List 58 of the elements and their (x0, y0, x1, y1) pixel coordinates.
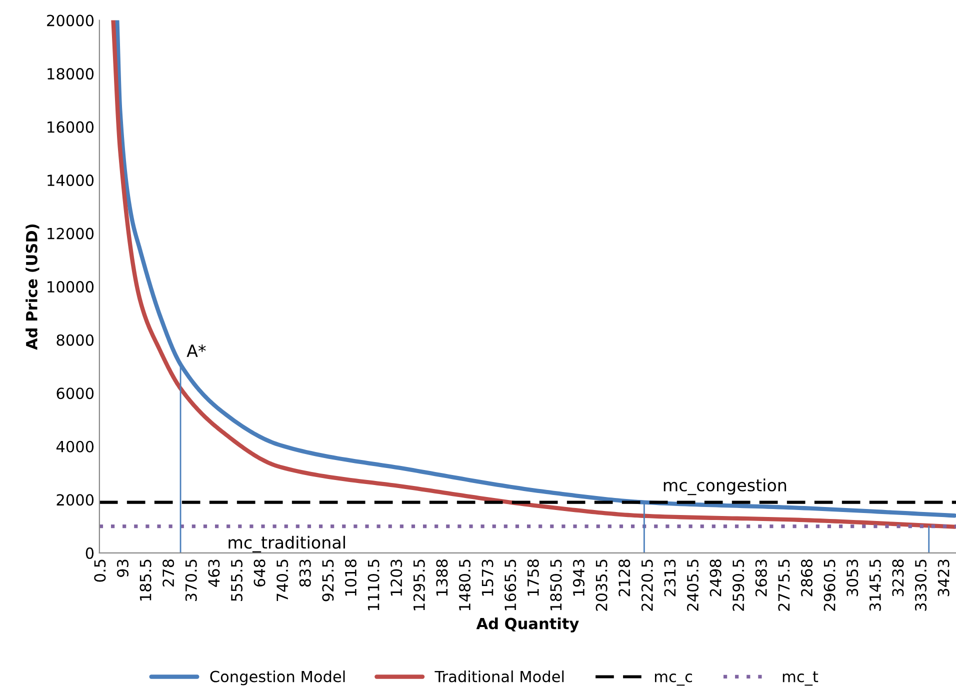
x-tick-label: 278 (162, 560, 174, 587)
y-tick-label: 2000 (56, 494, 94, 506)
x-tick-label: 555.5 (231, 560, 243, 602)
y-axis-title: Ad Price (USD) (26, 224, 40, 350)
x-tick-label: 1850.5 (550, 560, 562, 610)
y-tick-label: 4000 (56, 440, 94, 452)
x-tick-label: 1110.5 (368, 560, 380, 610)
y-tick-label: 8000 (56, 334, 94, 346)
y-tick-label: 10000 (48, 281, 94, 293)
x-tick-label: 370.5 (185, 560, 197, 602)
annotation: mc_congestion (664, 478, 786, 496)
x-tick-label: 1943 (572, 560, 585, 596)
x-tick-label: 2960.5 (824, 560, 836, 611)
y-tick-label: 6000 (56, 388, 94, 400)
x-tick-label: 2220.5 (641, 560, 653, 611)
x-tick-label: 833 (299, 560, 311, 587)
x-tick-label: 1203 (390, 560, 402, 596)
legend-label: mc_c (654, 674, 692, 686)
x-tick-label: 1388 (436, 560, 448, 596)
y-tick-label: 12000 (48, 228, 94, 240)
y-tick-label: 18000 (48, 68, 94, 80)
x-tick-label: 2405.5 (686, 560, 699, 611)
x-tick-label: 3053 (846, 560, 858, 596)
x-tick-label: 2868 (800, 560, 813, 596)
x-tick-label: 2498 (710, 560, 722, 596)
x-tick-label: 463 (208, 560, 220, 587)
x-tick-label: 2313 (664, 560, 676, 596)
x-tick-label: 925.5 (322, 560, 334, 602)
x-tick-label: 2775.5 (778, 560, 790, 611)
annotation: A* (186, 344, 206, 357)
x-tick-label: 93 (116, 560, 129, 577)
x-tick-label: 1018 (344, 560, 357, 596)
legend-label: mc_t (782, 671, 818, 686)
x-tick-label: 648 (254, 560, 266, 587)
x-tick-label: 1758 (527, 560, 539, 596)
y-tick-label: 14000 (48, 174, 94, 186)
x-axis-title: Ad Quantity (476, 617, 579, 632)
x-tick-label: 2035.5 (596, 560, 608, 611)
x-tick-label: 2128 (618, 560, 630, 596)
legend-label: Congestion Model (210, 670, 345, 686)
x-tick-label: 1480.5 (458, 560, 471, 610)
x-tick-label: 3423 (938, 560, 950, 596)
x-tick-label: 740.5 (276, 560, 288, 601)
x-tick-label: 1665.5 (504, 560, 516, 610)
legend-label: Traditional Model (434, 670, 564, 682)
annotation: mc_traditional (228, 536, 345, 552)
x-tick-label: 3330.5 (914, 560, 927, 611)
x-tick-label: 2590.5 (732, 560, 744, 611)
y-tick-label: 0 (86, 547, 94, 559)
x-tick-label: 1573 (482, 560, 494, 596)
x-tick-label: 1295.5 (413, 560, 425, 610)
x-tick-label: 3145.5 (869, 560, 881, 611)
x-tick-label: 3238 (892, 560, 904, 596)
y-tick-label: 20000 (47, 14, 94, 26)
x-tick-label: 185.5 (140, 560, 152, 601)
x-tick-label: 0.5 (94, 560, 106, 582)
y-tick-label: 16000 (48, 121, 94, 133)
x-tick-label: 2683 (755, 560, 767, 596)
